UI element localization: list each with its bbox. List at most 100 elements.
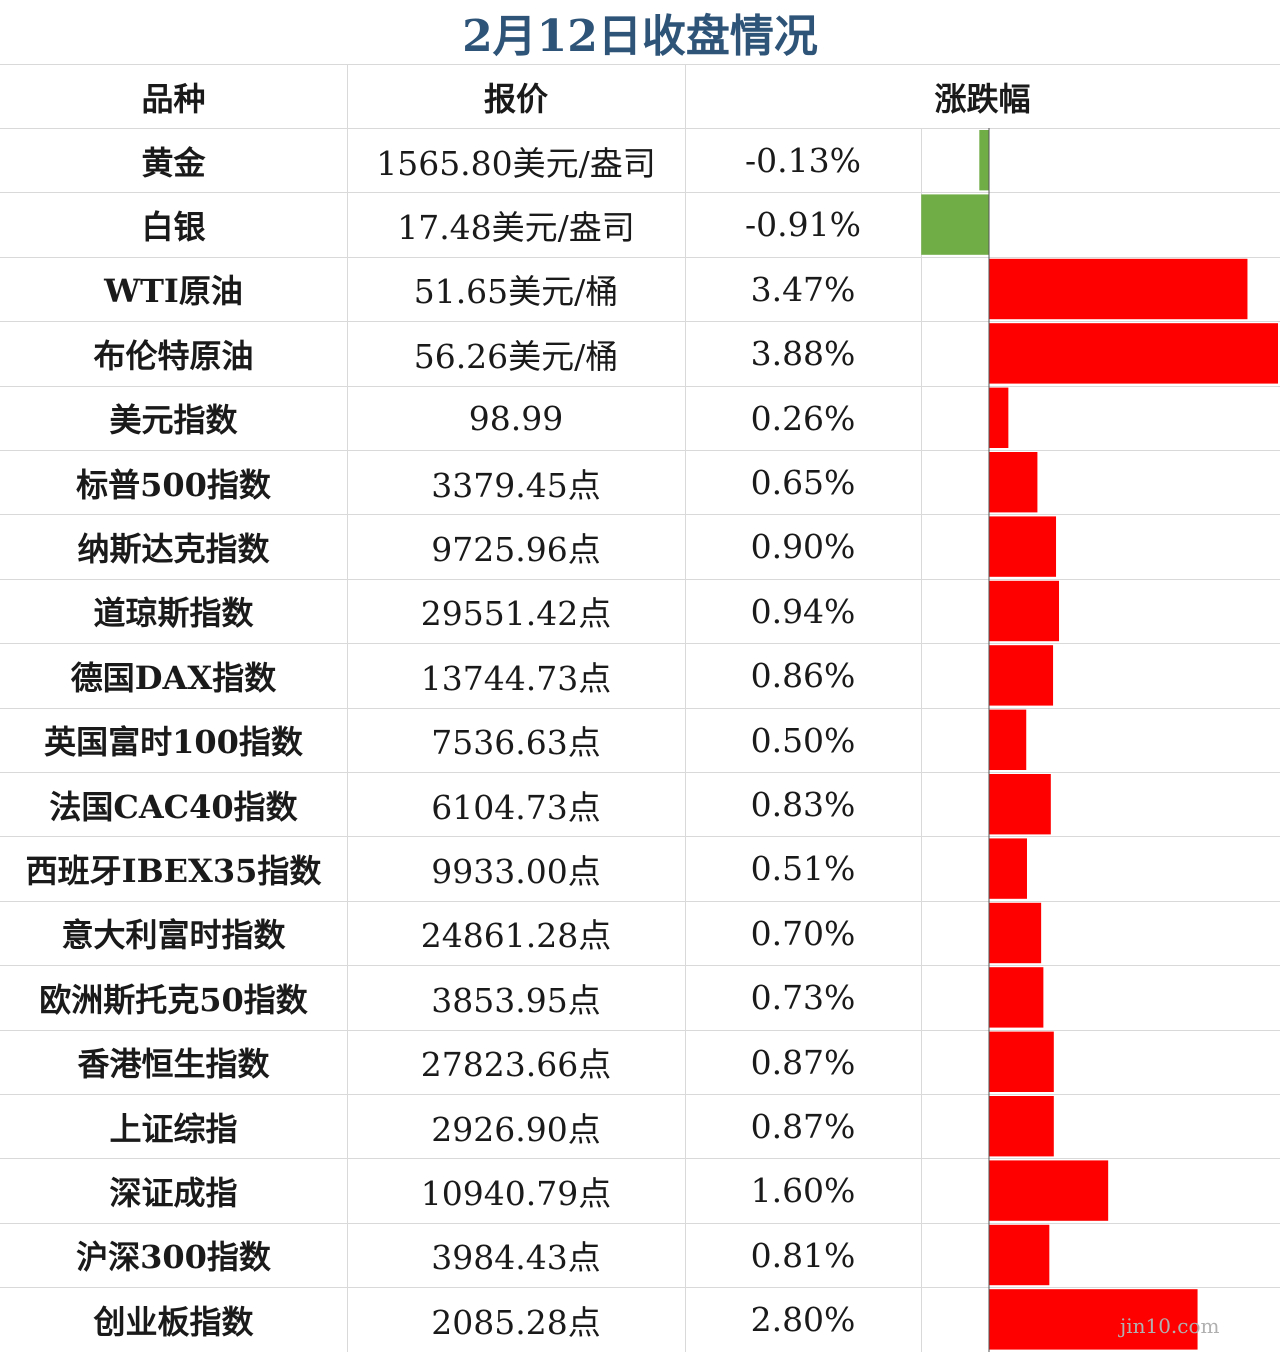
header-name: 品种 [141,79,206,118]
change-bar [989,1160,1109,1221]
row-name: 深证成指 [109,1173,238,1212]
row-price: 3984.43点 [431,1238,601,1278]
change-bar [989,774,1051,835]
table-row: 道琼斯指数 29551.42点 0.94% [0,578,1280,643]
row-price: 2926.90点 [431,1109,601,1149]
table-row: 美元指数 98.99 0.26% [0,385,1280,450]
row-price: 24861.28点 [420,916,612,956]
table-row: 德国DAX指数 13744.73点 0.86% [0,643,1280,707]
row-price: 29551.42点 [420,594,612,634]
table-row: 创业板指数 2085.28点 2.80% [0,1287,1280,1351]
change-bar-chart [921,128,1278,1352]
row-price: 3379.45点 [431,465,601,505]
table-row: 法国CAC40指数 6104.73点 0.83% [0,772,1280,836]
table-row: WTI原油 51.65美元/桶 3.47% [0,256,1280,321]
market-table: 品种 报价 涨跌幅 黄金 1565.80美元/盎司 -0.13% 白银 17.48美元/… [0,64,1280,1352]
row-name: 美元指数 [109,401,238,440]
row-price: 56.26美元/桶 [413,336,619,376]
row-change-label: 0.87% [750,1042,856,1082]
row-change-label: 3.88% [750,334,856,374]
row-change-label: 2.80% [750,1300,856,1340]
table-header-row: 品种 报价 涨跌幅 [0,64,1280,128]
change-bar [989,645,1054,706]
row-price: 27823.66点 [420,1045,612,1085]
table-row: 白银 17.48美元/盎司 -0.91% [0,192,1280,256]
row-change-label: 1.60% [750,1171,856,1211]
row-name: 香港恒生指数 [77,1045,270,1084]
header-price: 报价 [483,79,548,118]
row-price: 13744.73点 [420,658,612,698]
column-divider [685,64,686,1352]
row-name: 西班牙IBEX35指数 [25,851,322,890]
table-row: 上证综指 2926.90点 0.87% [0,1094,1280,1158]
row-name: 法国CAC40指数 [49,787,298,826]
change-bar [989,580,1060,642]
change-bar [989,452,1038,513]
row-name: 欧洲斯托克50指数 [39,980,308,1019]
row-change-label: 0.87% [750,1107,856,1146]
row-name: 上证综指 [109,1109,238,1148]
change-bar [989,1031,1054,1092]
change-bar [921,194,989,255]
table-row: 香港恒生指数 27823.66点 0.87% [0,1029,1280,1094]
row-name: 纳斯达克指数 [77,529,270,568]
table-row: 英国富时100指数 7536.63点 0.50% [0,707,1280,772]
table-row: 纳斯达克指数 9725.96点 0.90% [0,514,1280,578]
header-change: 涨跌幅 [934,79,1031,118]
row-change-label: 0.90% [750,527,856,567]
row-name: 创业板指数 [93,1302,254,1341]
table-row: 意大利富时指数 24861.28点 0.70% [0,900,1280,965]
column-divider [347,64,348,1352]
row-change-label: 0.94% [750,591,856,631]
row-change-label: 0.26% [750,398,856,438]
row-price: 17.48美元/盎司 [397,207,635,247]
change-bar [989,709,1027,770]
table-row: 欧洲斯托克50指数 3853.95点 0.73% [0,965,1280,1029]
watermark: jin10.com [1120,1314,1220,1338]
change-bar [989,902,1042,964]
row-price: 1565.80美元/盎司 [376,143,656,183]
table-row: 深证成指 10940.79点 1.60% [0,1158,1280,1222]
row-change-label: -0.13% [745,141,861,180]
change-bar [989,1289,1198,1350]
row-change-label: -0.91% [745,205,861,245]
table-row: 布伦特原油 56.26美元/桶 3.88% [0,321,1280,385]
row-name: 道琼斯指数 [93,594,254,633]
row-price: 10940.79点 [420,1173,612,1213]
change-bar [989,838,1027,899]
row-name: 意大利富时指数 [61,916,286,955]
table-row: 标普500指数 3379.45点 0.65% [0,450,1280,514]
row-change-label: 0.86% [750,656,856,696]
column-divider [921,128,922,1352]
change-bar [989,1224,1050,1286]
row-name: 布伦特原油 [93,336,254,375]
row-change-label: 0.51% [750,849,856,889]
row-change-label: 0.50% [750,720,856,760]
row-price: 2085.28点 [431,1302,601,1342]
change-bar [989,967,1044,1028]
row-name: 德国DAX指数 [70,658,277,697]
change-bar [989,516,1057,577]
row-name: 黄金 [141,143,206,182]
row-price: 98.99 [468,398,564,438]
row-change-label: 0.83% [750,785,856,824]
change-bar [989,258,1248,320]
change-bar [979,130,989,191]
table-row: 黄金 1565.80美元/盎司 -0.13% [0,128,1280,192]
row-change-label: 3.47% [750,269,856,309]
change-bar [989,387,1009,448]
row-name: WTI原油 [104,272,243,311]
change-bar [989,323,1278,384]
row-name: 沪深300指数 [76,1238,271,1277]
row-price: 3853.95点 [431,980,601,1020]
row-price: 7536.63点 [431,723,601,763]
row-price: 51.65美元/桶 [413,272,619,312]
page-title: 2月12日收盘情况 [462,11,818,62]
row-name: 白银 [141,207,206,246]
row-change-label: 0.70% [750,913,856,953]
table-row: 西班牙IBEX35指数 9933.00点 0.51% [0,836,1280,900]
row-name: 标普500指数 [76,465,271,504]
change-bar [989,1096,1054,1157]
row-price: 6104.73点 [431,787,601,827]
row-change-label: 0.65% [750,463,856,502]
